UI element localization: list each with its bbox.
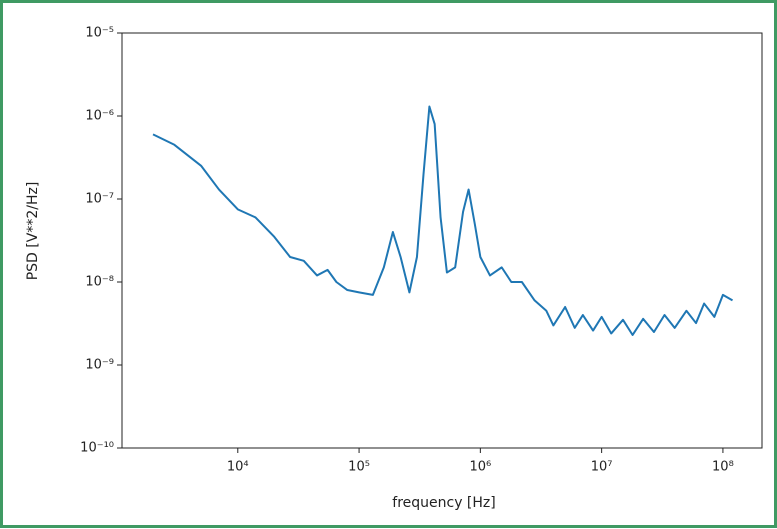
y-tick-label: 10⁻⁷	[85, 192, 114, 207]
y-tick-label: 10⁻⁹	[85, 358, 114, 373]
x-tick-label: 10⁶	[469, 460, 491, 475]
x-tick-label: 10⁵	[348, 460, 370, 475]
plot-frame	[121, 32, 763, 449]
line	[152, 105, 734, 336]
x-tick-label: 10⁸	[712, 460, 734, 475]
chart: frequency [Hz] PSD [V**2/Hz] 10⁴ 10⁵ 10⁶ 10…	[25, 26, 763, 511]
y-tick-label: 10⁻¹⁰	[80, 441, 114, 456]
y-tick-label: 10⁻⁸	[85, 275, 114, 290]
y-tick-label: 10⁻⁵	[85, 26, 114, 41]
y-axis-label: PSD [V**2/Hz]	[25, 182, 41, 281]
x-tick-label: 10⁴	[227, 460, 249, 475]
x-axis-label: frequency [Hz]	[392, 495, 495, 511]
x-tick-label: 10⁷	[591, 460, 613, 475]
y-tick-label: 10⁻⁶	[85, 109, 114, 124]
